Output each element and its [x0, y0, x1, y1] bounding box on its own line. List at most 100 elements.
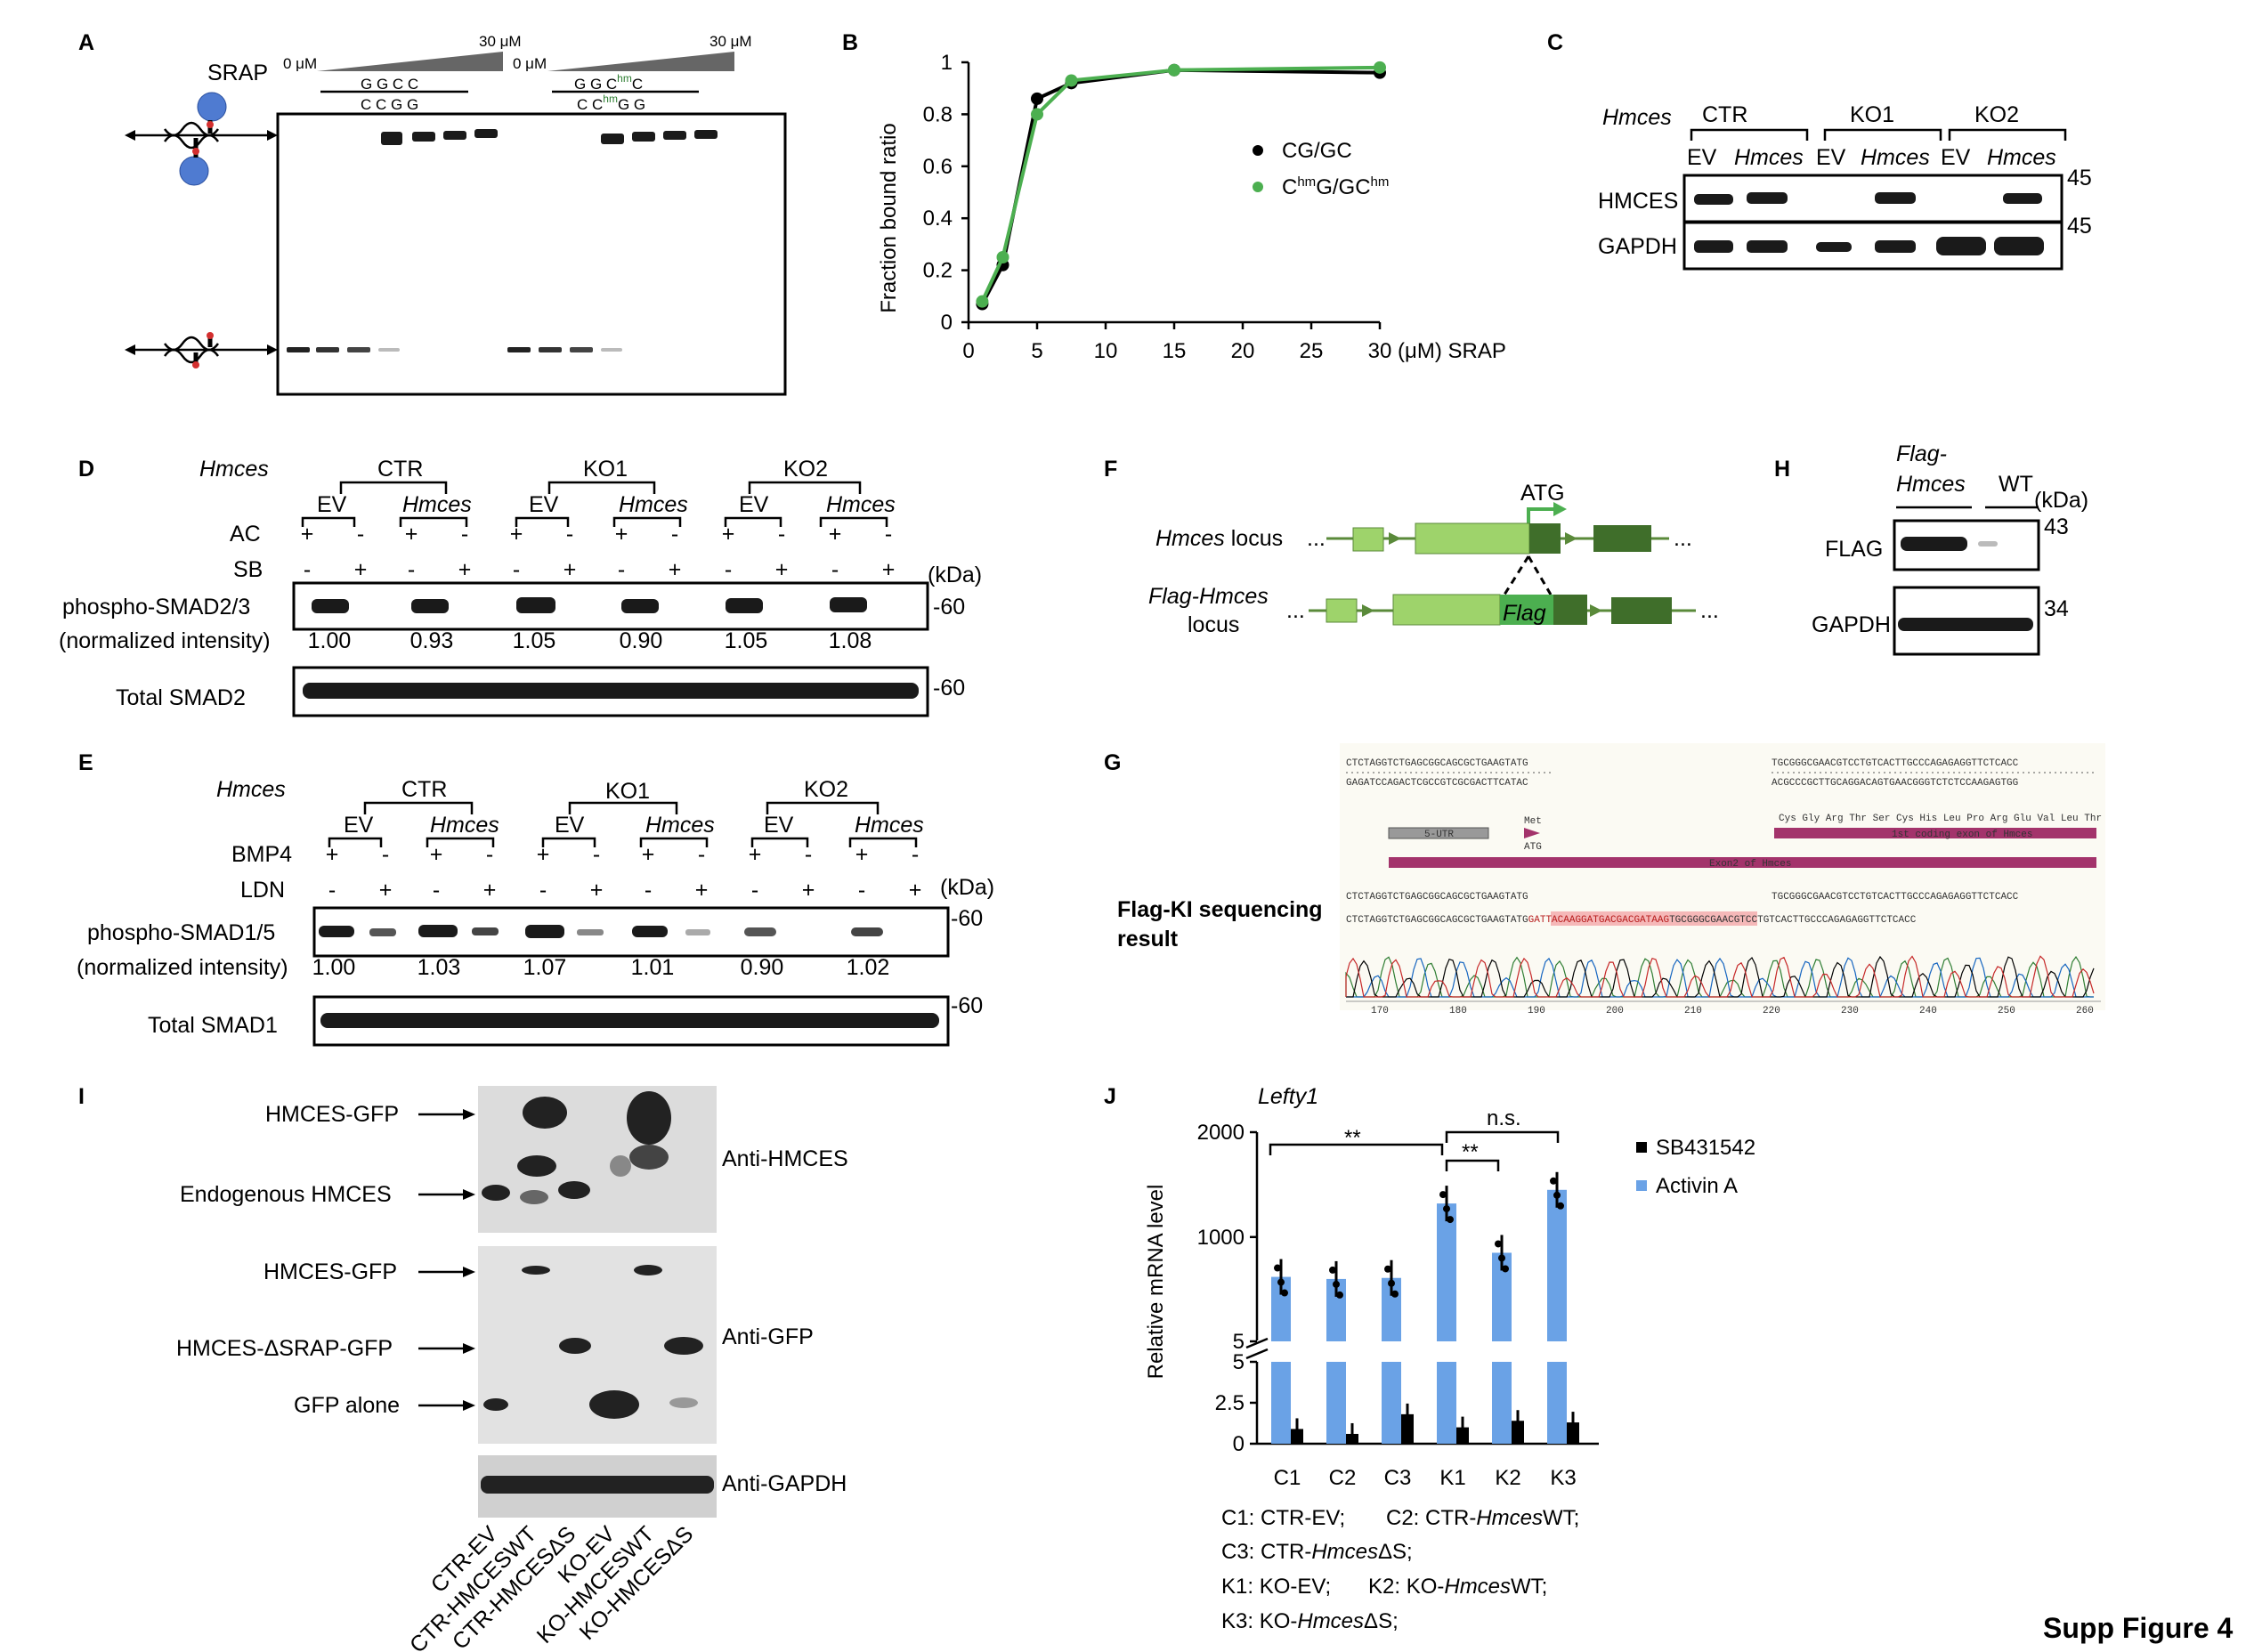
j-dot: [1336, 1291, 1343, 1299]
panel-h: H Flag- Hmces WT (kDa) FLAG 43 GAPDH 34: [1774, 441, 2088, 656]
c-ev-3: EV: [1941, 145, 1971, 170]
sign-bottom: -: [304, 557, 311, 582]
j-sig-1: **: [1344, 1126, 1361, 1150]
g-seq-top-2: TGCGGGCGAACGTCCTGTCACTTGCCCAGAGAGGTTCTCA…: [1772, 892, 2019, 903]
f-flag-box: [1500, 595, 1553, 625]
d-normalized-values: 1.00 0.93 1.05 0.90 1.05 1.08: [308, 628, 872, 653]
h-flag-band: [1901, 537, 1967, 551]
g-trace: [1345, 955, 2095, 998]
d-group-ko2: KO2: [783, 457, 828, 482]
e-smad1-band: [320, 1013, 939, 1028]
b-xtick-label: 30: [1368, 339, 1392, 363]
norm-value: 1.03: [418, 955, 461, 980]
h-marker-1: 43: [2044, 514, 2069, 539]
emsa-gel: [276, 112, 787, 396]
g-coding-bar: [1774, 828, 2096, 838]
b-x-ticks: 0 5 10 15 20 25 30: [962, 322, 1391, 363]
b-ylabel: Fraction bound ratio: [877, 123, 901, 312]
e-hm-1: Hmces: [430, 813, 499, 838]
d-hm-3: Hmces: [826, 492, 896, 517]
conc-low-2: 0 μM: [513, 55, 547, 72]
i-hmces-bands: [482, 1091, 671, 1204]
f-dots-4: ...: [1700, 598, 1719, 623]
c-gene-label: Hmces: [1602, 105, 1672, 130]
f-dots-1: ...: [1307, 526, 1326, 551]
d-kda: (kDa): [928, 563, 982, 587]
e-normalized-values: 1.00 1.03 1.07 1.01 0.90 1.02: [312, 955, 890, 980]
c-group-ko1: KO1: [1850, 102, 1894, 127]
emsa-free-bands: [287, 347, 622, 352]
j-dot: [1388, 1279, 1395, 1287]
g-title-1: Flag-KI sequencing: [1117, 897, 1323, 922]
legend-marker-chm: [1253, 182, 1263, 192]
c-ev-2: EV: [1816, 145, 1846, 170]
e-group-brackets: [363, 801, 880, 814]
g-comp-seq-2: ACGCCCGCTTGCAGGACAGTGAACGGGTCTCTCCAAGAGT…: [1772, 778, 2018, 789]
i-blot-hmces: [478, 1086, 717, 1233]
sign-bottom: +: [458, 557, 472, 582]
j-sig-2: **: [1462, 1140, 1479, 1164]
j-bar-activin-lower: [1271, 1362, 1291, 1444]
j-cat-label: K3: [1550, 1466, 1576, 1490]
c-hmces-bands: [1694, 192, 2042, 205]
sign-top: +: [829, 522, 842, 547]
b-series-line-1: [980, 65, 1381, 303]
norm-value: 1.05: [725, 628, 768, 653]
g-tick: 250: [1998, 1006, 2015, 1016]
b-xtick-label: 5: [1031, 339, 1042, 363]
sign-bottom: -: [513, 557, 520, 582]
b-xlabel: (μM) SRAP: [1398, 339, 1506, 363]
sign-top: +: [430, 842, 443, 867]
b-point: [1374, 61, 1386, 74]
norm-value: 1.01: [631, 955, 675, 980]
sign-bottom: +: [669, 557, 682, 582]
j-dot: [1277, 1278, 1285, 1286]
d-ev-2: EV: [529, 492, 559, 517]
b-series-layer: [976, 61, 1386, 311]
e-sub-brackets: [328, 837, 918, 847]
conc-high-1: 30 μM: [479, 33, 522, 50]
g-aa-labels: Cys Gly Arg Thr Ser Cys His Leu Pro Arg …: [1779, 814, 2102, 824]
norm-value: 0.90: [741, 955, 784, 980]
sign-bottom: +: [775, 557, 789, 582]
b-xtick-label: 10: [1094, 339, 1118, 363]
norm-value: 1.00: [308, 628, 352, 653]
j-tick-label: 2000: [1197, 1121, 1245, 1145]
panel-f: F ATG Hmces locus ... ... Flag-Hmces loc…: [1104, 457, 1719, 637]
g-met-label: Met: [1524, 816, 1542, 827]
j-axis-break: [1245, 1337, 1269, 1360]
sign-top: -: [671, 522, 678, 547]
c-group-ko2: KO2: [1974, 102, 2019, 127]
dna-protein-complex-icon: [125, 92, 278, 186]
sign-bottom: +: [695, 878, 709, 903]
b-ytick-label: 0.2: [923, 259, 953, 283]
e-hm-2: Hmces: [645, 813, 715, 838]
j-tick-label: 0: [1233, 1432, 1245, 1456]
g-title-2: result: [1117, 927, 1179, 952]
d-marker-2: -60: [933, 676, 965, 700]
d-treatment-signs: + - - + + - - + + - - + + - - + + - - + + - - +: [301, 522, 896, 582]
g-tick: 190: [1528, 1006, 1545, 1016]
sign-bottom: +: [379, 878, 393, 903]
f-flag-label: Flag: [1503, 601, 1546, 626]
j-bar-activin: [1492, 1252, 1512, 1341]
e-ev-1: EV: [344, 813, 374, 838]
i-annot-hmces-gfp-2: HMCES-GFP: [264, 1259, 397, 1284]
b-point: [1031, 92, 1043, 105]
sign-top: +: [537, 842, 550, 867]
sign-bottom: -: [858, 878, 865, 903]
j-key-3: C3: CTR-HmcesΔS;: [1221, 1540, 1413, 1564]
pair1-bottom: C C G G: [361, 96, 418, 113]
e-norm-label: (normalized intensity): [77, 955, 288, 980]
sign-top: -: [566, 522, 573, 547]
g-ref-seq-1: CTCTAGGTCTGAGCGGCAGCGCTGAAGTATG: [1346, 758, 1528, 769]
j-bar-activin-lower: [1437, 1362, 1456, 1444]
sign-bottom: -: [725, 557, 732, 582]
panel-g: G CTCTAGGTCTGAGCGGCAGCGCTGAAGTATG TGCGGG…: [1104, 743, 2105, 1016]
norm-value: 0.90: [620, 628, 663, 653]
j-bar-activin-lower: [1382, 1362, 1401, 1444]
e-group-ko2: KO2: [804, 777, 848, 802]
e-row-smad1: Total SMAD1: [148, 1013, 278, 1038]
g-tick: 210: [1684, 1006, 1702, 1016]
f-exon2a: [1326, 598, 1358, 623]
